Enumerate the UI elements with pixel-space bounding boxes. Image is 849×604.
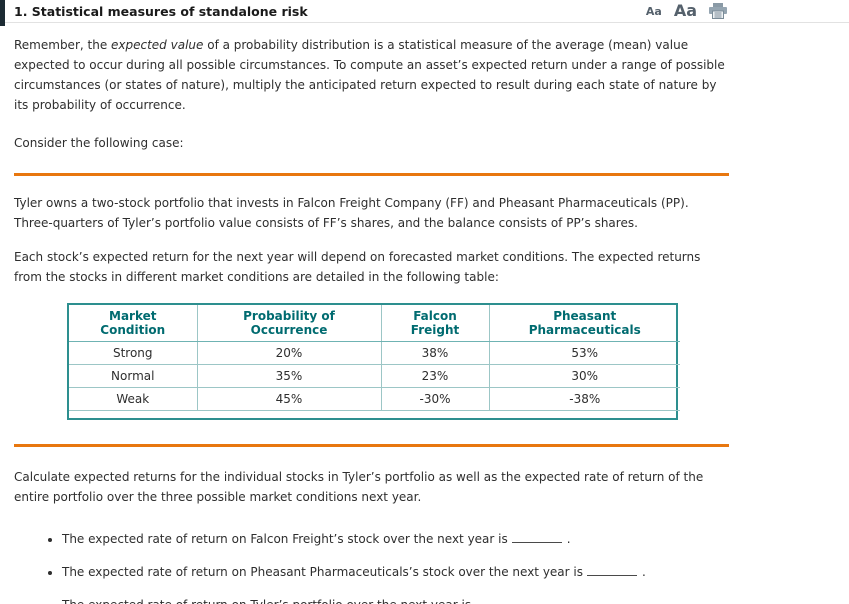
header-tools: Aa Aa <box>646 3 727 19</box>
cell-probability: 20% <box>196 341 381 365</box>
cell-falcon-return: -30% <box>380 387 489 411</box>
font-size-increase-button[interactable]: Aa <box>673 1 697 20</box>
orange-divider-bottom <box>14 444 729 447</box>
cell-probability: 45% <box>196 387 381 411</box>
cell-pheasant-return: -38% <box>488 387 680 411</box>
cell-probability: 35% <box>196 364 381 388</box>
question-bullet-pheasant: The expected rate of return on Pheasant … <box>62 562 729 582</box>
cell-falcon-return: 23% <box>380 364 489 388</box>
expected-value-term: expected value <box>111 38 204 52</box>
calculate-instructions-paragraph: Calculate expected returns for the indiv… <box>14 470 704 504</box>
font-size-decrease-button[interactable]: Aa <box>645 4 662 18</box>
col-header-falcon-freight: Falcon Freight <box>380 305 489 342</box>
bullet-suffix: . <box>566 532 571 546</box>
print-button[interactable] <box>709 3 727 19</box>
answer-blank-falcon[interactable] <box>511 531 562 543</box>
bullet-text: The expected rate of return on Tyler’s p… <box>62 598 471 604</box>
col-header-probability: Probability of Occurrence <box>196 305 381 342</box>
market-conditions-paragraph: Each stock’s expected return for the nex… <box>14 250 701 284</box>
question-bullet-list: The expected rate of return on Falcon Fr… <box>48 529 729 604</box>
orange-divider-top <box>14 173 729 176</box>
cell-market-condition: Normal <box>69 364 197 388</box>
bullet-text: The expected rate of return on Pheasant … <box>62 565 583 579</box>
main-content: Remember, the expected value of a probab… <box>0 23 729 604</box>
table-row: Strong 20% 38% 53% <box>69 341 680 365</box>
table-row: Normal 35% 23% 30% <box>69 364 680 388</box>
left-edge-strip <box>0 0 5 26</box>
intro-text-post: of a probability distribution is a stati… <box>14 38 725 112</box>
consider-case-line: Consider the following case: <box>14 136 184 150</box>
table-row: Weak 45% -30% -38% <box>69 387 680 411</box>
bullet-suffix: . <box>642 565 646 579</box>
cell-pheasant-return: 30% <box>488 364 680 388</box>
portfolio-description-paragraph: Tyler owns a two-stock portfolio that in… <box>14 196 689 230</box>
cell-pheasant-return: 53% <box>488 341 680 365</box>
intro-paragraph: Remember, the expected value of a probab… <box>14 35 729 115</box>
col-header-pheasant-pharma: Pheasant Pharmaceuticals <box>488 305 680 342</box>
page-title: 1. Statistical measures of standalone ri… <box>14 3 308 19</box>
expected-returns-table: Market Condition Probability of Occurren… <box>67 303 680 420</box>
answer-blank-portfolio[interactable] <box>475 597 525 604</box>
intro-text-pre: Remember, the <box>14 38 112 52</box>
cell-falcon-return: 38% <box>380 341 489 365</box>
cell-market-condition: Strong <box>69 341 197 365</box>
col-header-market-condition: Market Condition <box>69 305 197 342</box>
table-header-row: Market Condition Probability of Occurren… <box>69 305 680 342</box>
header: 1. Statistical measures of standalone ri… <box>0 0 849 23</box>
printer-icon <box>709 3 727 19</box>
bullet-suffix: . <box>530 598 534 604</box>
bullet-text: The expected rate of return on Falcon Fr… <box>62 532 508 546</box>
question-bullet-portfolio: The expected rate of return on Tyler’s p… <box>62 595 729 604</box>
question-bullet-falcon: The expected rate of return on Falcon Fr… <box>62 529 729 549</box>
answer-blank-pheasant[interactable] <box>587 564 637 576</box>
cell-market-condition: Weak <box>69 387 197 411</box>
